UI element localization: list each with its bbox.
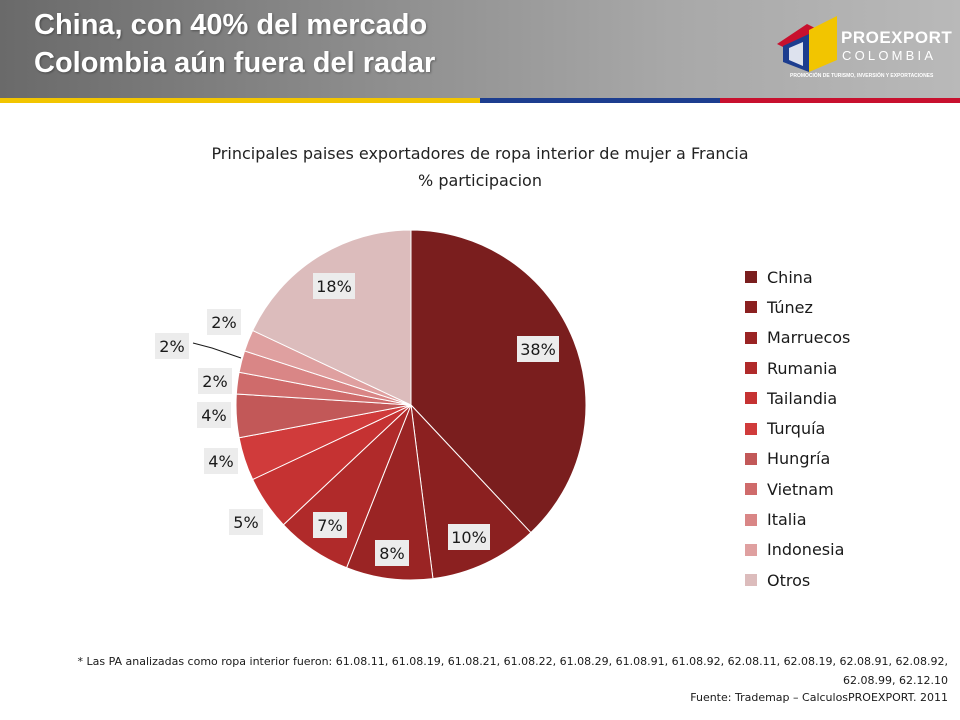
data-label-tailandia: 5% <box>233 513 258 532</box>
slide-title: China, con 40% del mercado Colombia aún … <box>34 6 435 82</box>
data-label-turquia: 4% <box>208 452 233 471</box>
legend-swatch <box>745 513 757 526</box>
data-label-bg-tailandia <box>229 509 263 535</box>
footnote-note: * Las PA analizadas como ropa interior f… <box>77 655 948 687</box>
data-label-bg-indonesia <box>207 309 241 335</box>
data-label-bg-turquia <box>204 448 238 474</box>
footnote-source: Fuente: Trademap – CalculosPROEXPORT. 20… <box>690 691 948 704</box>
legend-swatch <box>745 452 757 465</box>
legend-item-china: China <box>745 262 850 292</box>
legend-label: Rumania <box>767 358 838 378</box>
legend-label: Indonesia <box>767 540 845 560</box>
legend-label: China <box>767 267 813 287</box>
logo-name: PROEXPORT <box>841 28 953 47</box>
data-label-bg-otros <box>313 273 355 299</box>
legend-label: Turquía <box>767 419 826 439</box>
pie-slice-tunez <box>410 403 532 580</box>
data-label-bg-hungria <box>197 402 231 428</box>
data-label-otros: 18% <box>316 277 352 296</box>
legend-item-indonesia: Indonesia <box>745 535 850 565</box>
leader-line <box>192 342 242 359</box>
legend-swatch <box>745 483 757 496</box>
proexport-logo: PROEXPORT COLOMBIA PROMOCIÓN DE TURISMO,… <box>775 16 953 86</box>
legend-swatch <box>745 543 757 556</box>
slide-header: China, con 40% del mercado Colombia aún … <box>0 0 960 98</box>
legend-swatch <box>745 331 757 344</box>
data-label-bg-rumania <box>313 512 347 538</box>
legend-item-rumania: Rumania <box>745 353 850 383</box>
chart-legend: China Túnez Marruecos Rumania Tailandia Turqu… <box>745 262 850 595</box>
legend-label: Hungría <box>767 449 831 469</box>
pie-slice-otros <box>251 229 412 406</box>
legend-swatch <box>745 301 757 314</box>
chart-title: Principales paises exportadores de ropa … <box>100 140 860 194</box>
legend-swatch <box>745 422 757 435</box>
colombia-flag-stripe <box>0 98 960 103</box>
legend-label: Otros <box>767 570 811 590</box>
chart-subtitle: % participacion <box>418 171 542 190</box>
data-label-marruecos: 8% <box>379 544 404 563</box>
legend-swatch <box>745 392 757 405</box>
legend-item-vietnam: Vietnam <box>745 474 850 504</box>
pie-slice-china <box>410 229 587 534</box>
data-label-bg-vietnam <box>198 368 232 394</box>
data-label-italia: 2% <box>159 337 184 356</box>
legend-label: Túnez <box>767 297 813 317</box>
chart-title-line1: Principales paises exportadores de ropa … <box>211 144 749 163</box>
legend-swatch <box>745 362 757 375</box>
legend-label: Italia <box>767 510 807 530</box>
legend-item-marruecos: Marruecos <box>745 323 850 353</box>
data-label-bg-china <box>517 336 559 362</box>
data-label-rumania: 7% <box>317 516 342 535</box>
legend-item-hungria: Hungría <box>745 444 850 474</box>
data-label-hungria: 4% <box>201 406 226 425</box>
data-label-tunez: 10% <box>451 528 487 547</box>
legend-item-tunez: Túnez <box>745 292 850 322</box>
data-label-bg-italia <box>155 333 189 359</box>
logo-tagline: PROMOCIÓN DE TURISMO, INVERSIÓN Y EXPORT… <box>790 73 934 79</box>
logo-house-icon <box>777 16 837 72</box>
slide-title-line1: China, con 40% del mercado <box>34 9 428 41</box>
legend-item-italia: Italia <box>745 504 850 534</box>
data-label-bg-tunez <box>448 524 490 550</box>
legend-swatch <box>745 574 757 587</box>
legend-label: Vietnam <box>767 479 834 499</box>
data-label-indonesia: 2% <box>211 313 236 332</box>
legend-item-turquia: Turquía <box>745 413 850 443</box>
logo-country: COLOMBIA <box>842 48 937 63</box>
legend-label: Marruecos <box>767 328 851 348</box>
legend-item-tailandia: Tailandia <box>745 383 850 413</box>
legend-item-otros: Otros <box>745 565 850 595</box>
legend-swatch <box>745 271 757 284</box>
data-label-china: 38% <box>520 340 556 359</box>
legend-label: Tailandia <box>767 388 838 408</box>
data-label-vietnam: 2% <box>202 372 227 391</box>
slide-title-line2: Colombia aún fuera del radar <box>34 47 436 79</box>
data-label-bg-marruecos <box>375 540 409 566</box>
